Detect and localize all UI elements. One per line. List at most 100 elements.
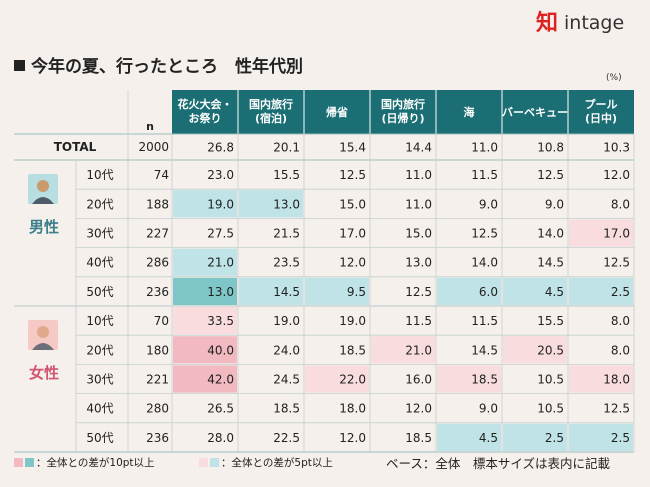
age-label: 40代 [86,256,113,270]
cell-value: 4.5 [545,285,564,299]
cell-value: 9.0 [545,197,564,211]
column-header: 帰省 [326,105,348,119]
cell-value: 12.5 [603,402,630,416]
avatar-head [37,326,49,338]
cell-value: 10.5 [537,373,564,387]
brand-name: intage [564,12,625,34]
cell-highlight [569,365,633,393]
cell-value: 13.0 [273,197,300,211]
cell-highlight [569,219,633,247]
row-n: 236 [146,431,169,445]
row-n: 180 [146,343,169,357]
group-label: 女性 [29,364,59,382]
age-label: 20代 [86,197,113,211]
cell-value: 2.5 [545,431,564,445]
cell-highlight [173,190,237,218]
cell-value: 24.5 [273,373,300,387]
legend-weak-minus-swatch [210,458,219,467]
cell-value: 9.5 [347,285,366,299]
cell-value: 11.0 [405,197,432,211]
cell-highlight [569,277,633,305]
cell-highlight [173,365,237,393]
column-header: バーベキュー [502,106,568,119]
cell-value: 21.5 [273,227,300,241]
column-header: 国内旅行 [381,97,425,111]
total-label: TOTAL [54,140,97,154]
cell-value: 18.5 [339,343,366,357]
cell-value: 22.0 [339,373,366,387]
cell-highlight [305,277,369,305]
total-value: 20.1 [273,141,300,155]
legend-strong: ：全体との差が10pt以上 [14,455,155,470]
cell-value: 13.0 [405,256,432,270]
cell-value: 9.0 [479,402,498,416]
cell-highlight [173,277,237,305]
cell-highlight [239,277,303,305]
column-header: お祭り [189,111,222,125]
unit-label: (%) [606,73,622,83]
cell-value: 8.0 [611,343,630,357]
age-label: 10代 [86,314,113,328]
cell-value: 14.5 [537,256,564,270]
column-header: (日中) [585,111,617,125]
cell-value: 2.5 [611,285,630,299]
cell-value: 23.5 [273,256,300,270]
n-header: n [146,120,154,133]
cell-value: 15.0 [339,197,366,211]
legend-weak-plus-swatch [199,458,208,467]
row-n: 236 [146,285,169,299]
cell-value: 22.5 [273,431,300,445]
cell-value: 14.0 [537,227,564,241]
cell-value: 8.0 [611,197,630,211]
cell-highlight [173,336,237,364]
legend-weak-label: ：全体との差が5pt以上 [221,457,333,469]
avatar-body [32,343,54,350]
cell-value: 14.5 [273,285,300,299]
cell-value: 21.0 [207,256,234,270]
cell-value: 40.0 [207,343,234,357]
cell-value: 11.5 [471,168,498,182]
avatar-body [32,197,54,204]
column-header: (宿泊) [255,111,287,125]
cell-value: 18.0 [603,373,630,387]
cell-value: 19.0 [339,314,366,328]
title-square-icon [14,60,25,71]
cell-highlight [569,423,633,451]
row-n: 74 [154,168,169,182]
row-n: 286 [146,256,169,270]
cell-value: 19.0 [207,197,234,211]
cell-highlight [503,423,567,451]
cell-value: 15.0 [405,227,432,241]
cell-value: 26.5 [207,402,234,416]
cell-highlight [371,336,435,364]
cell-value: 4.5 [479,431,498,445]
cell-value: 10.5 [537,402,564,416]
legend-weak: ：全体との差が5pt以上 [199,455,333,470]
total-value: 11.0 [471,141,498,155]
cell-value: 13.0 [207,285,234,299]
row-n: 188 [146,197,169,211]
footnote: ベース：全体 標本サイズは表内に記載 [386,456,611,471]
cell-highlight [437,365,501,393]
age-label: 30代 [86,373,113,387]
column-header: 海 [464,105,475,119]
brand-mark-icon: 知 [535,10,558,36]
column-header: (日帰り) [381,111,424,125]
cell-value: 12.5 [405,285,432,299]
age-label: 50代 [86,285,113,299]
total-value: 10.8 [537,141,564,155]
age-label: 30代 [86,227,113,241]
total-n: 2000 [138,140,169,154]
cell-value: 12.5 [537,168,564,182]
page-title: 今年の夏、行ったところ 性年代別 [14,52,303,77]
cell-value: 27.5 [207,227,234,241]
cell-value: 33.5 [207,314,234,328]
cell-value: 18.5 [273,402,300,416]
cell-value: 11.5 [471,314,498,328]
avatar-head [37,180,49,192]
cell-value: 11.0 [405,168,432,182]
cell-value: 14.0 [471,256,498,270]
cell-value: 18.5 [405,431,432,445]
cell-value: 18.5 [471,373,498,387]
